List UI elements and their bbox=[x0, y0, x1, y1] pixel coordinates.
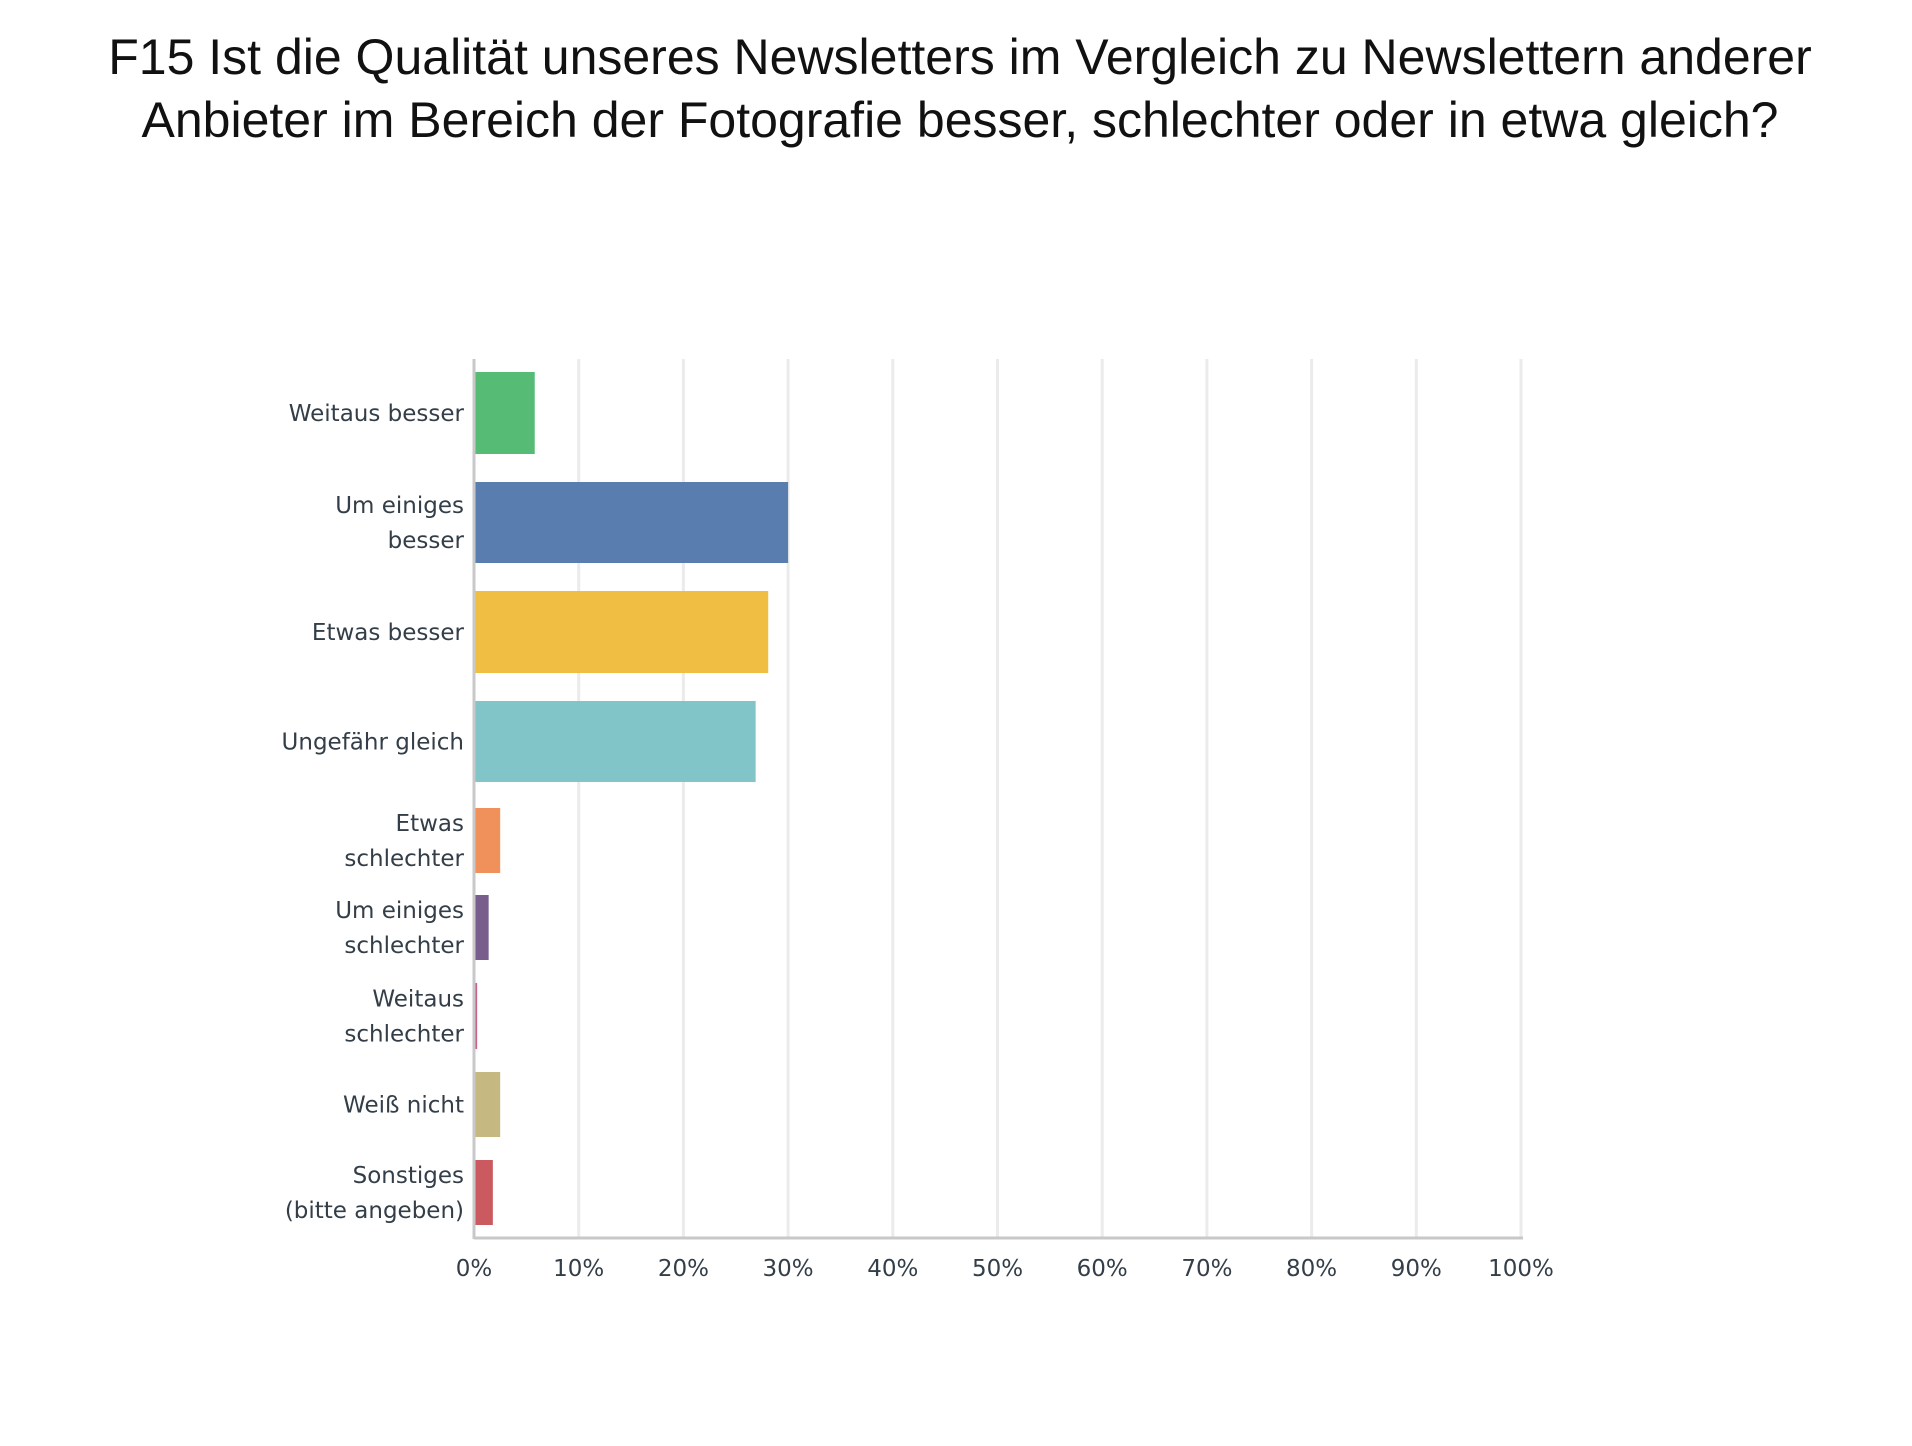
chart-title: F15 Ist die Qualität unseres Newsletters… bbox=[108, 29, 1812, 148]
bar bbox=[474, 372, 535, 454]
bar bbox=[474, 701, 756, 782]
category-label: Sonstiges bbox=[353, 1163, 464, 1189]
x-tick-label: 60% bbox=[1077, 1256, 1128, 1282]
x-tick-label: 80% bbox=[1286, 1256, 1337, 1282]
category-label: Weitaus besser bbox=[289, 401, 465, 427]
x-tick-label: 20% bbox=[658, 1256, 709, 1282]
x-tick-label: 40% bbox=[867, 1256, 918, 1282]
bar bbox=[474, 983, 478, 1049]
x-tick-label: 90% bbox=[1391, 1256, 1442, 1282]
x-tick-label: 50% bbox=[972, 1256, 1023, 1282]
category-label: Weiß nicht bbox=[343, 1093, 464, 1119]
category-label: Weitaus bbox=[372, 987, 464, 1013]
category-label: Ungefähr gleich bbox=[282, 730, 464, 756]
x-tick-label: 0% bbox=[456, 1256, 493, 1282]
category-label: schlechter bbox=[344, 1022, 464, 1048]
x-tick-label: 70% bbox=[1181, 1256, 1232, 1282]
category-label: besser bbox=[388, 528, 465, 554]
x-tick-label: 30% bbox=[763, 1256, 814, 1282]
bar bbox=[474, 1160, 493, 1225]
category-label: Etwas besser bbox=[312, 620, 465, 646]
category-label: (bitte angeben) bbox=[285, 1198, 464, 1224]
category-label: Um einiges bbox=[335, 898, 464, 924]
category-label: schlechter bbox=[344, 933, 464, 959]
category-label: Etwas bbox=[396, 811, 464, 837]
bar bbox=[474, 1072, 501, 1137]
bar bbox=[474, 808, 501, 873]
bar bbox=[474, 482, 789, 563]
category-label: schlechter bbox=[344, 846, 464, 872]
x-tick-label: 100% bbox=[1488, 1256, 1554, 1282]
bar bbox=[474, 591, 769, 673]
x-tick-label: 10% bbox=[553, 1256, 604, 1282]
bar bbox=[474, 895, 489, 960]
category-label: Um einiges bbox=[335, 493, 464, 519]
